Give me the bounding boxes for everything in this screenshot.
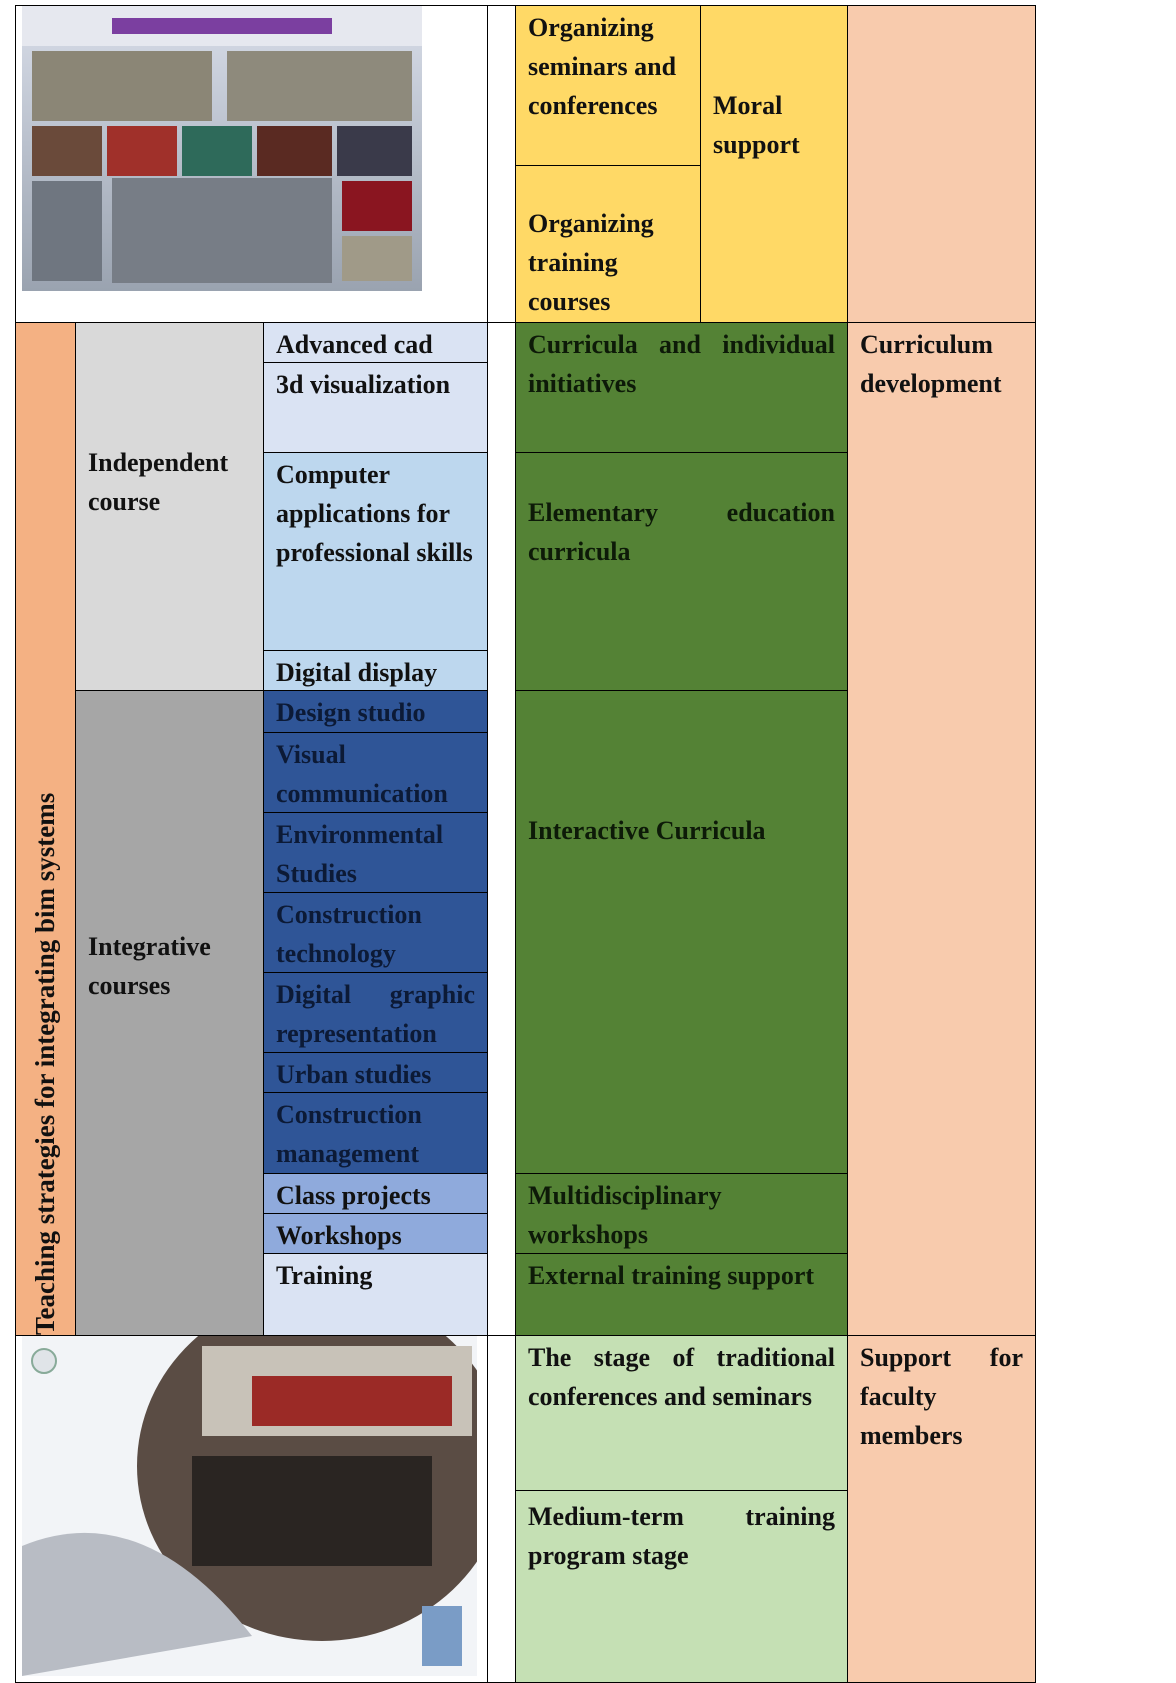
course-cell: Construction management — [263, 1092, 488, 1174]
course-cell: Environmental Studies — [263, 812, 488, 893]
course-cell: Advanced cad — [263, 322, 488, 363]
course-cell: 3d visualization — [263, 362, 488, 453]
course-cell: Training — [263, 1253, 488, 1336]
course-cell: Urban studies — [263, 1052, 488, 1093]
table-cell: Support for faculty members — [847, 1335, 1036, 1683]
course-cell: Digital display — [263, 650, 488, 691]
table-cell: Independent course — [75, 322, 264, 691]
course-cell: Construction technology — [263, 892, 488, 973]
curriculum-cell: Multidisciplinary workshops — [515, 1173, 848, 1254]
spacer-cell — [487, 1335, 516, 1683]
stage-cell: Medium-term training program stage — [515, 1490, 848, 1683]
course-cell: Class projects — [263, 1173, 488, 1214]
course-cell: Design studio — [263, 690, 488, 733]
curriculum-cell: External training support — [515, 1253, 848, 1336]
campus-photo — [22, 6, 422, 291]
vertical-heading: Teaching strategies for integrating bim … — [15, 322, 76, 1336]
table-cell: Organizing seminars and conferences — [515, 5, 701, 166]
spacer-cell — [487, 322, 516, 1336]
curriculum-cell: Interactive Curricula — [515, 690, 848, 1174]
table-cell — [847, 5, 1036, 323]
course-cell: Visual communication — [263, 732, 488, 813]
image-cell — [15, 1335, 488, 1683]
stage-cell: The stage of traditional conferences and… — [515, 1335, 848, 1491]
table-cell: Organizing training courses — [515, 165, 701, 323]
table-cell: Integrative courses — [75, 690, 264, 1336]
curriculum-cell: Elementary education curricula — [515, 452, 848, 691]
curriculum-cell: Curricula and individual initiatives — [515, 322, 848, 453]
course-cell: Workshops — [263, 1213, 488, 1254]
course-cell: Digital graphic representation — [263, 972, 488, 1053]
table-cell: Moral support — [700, 5, 848, 323]
spacer-cell — [487, 5, 516, 323]
lab-photo — [22, 1336, 477, 1676]
image-cell — [15, 5, 488, 323]
table-cell: Curriculum development — [847, 322, 1036, 1336]
course-cell: Computer applications for professional s… — [263, 452, 488, 651]
